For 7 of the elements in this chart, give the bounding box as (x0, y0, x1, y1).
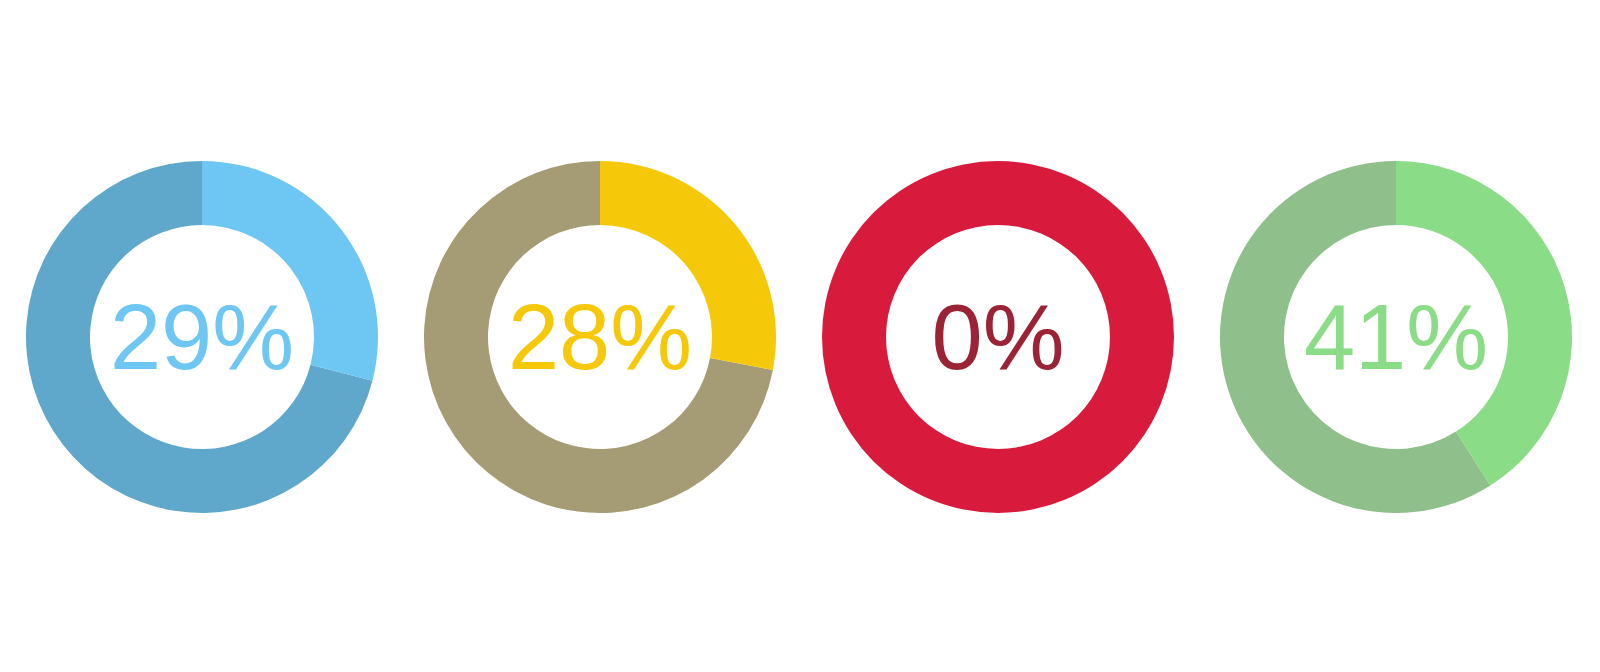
donut-slice (26, 161, 373, 513)
donut-slice (1220, 161, 1491, 513)
text: 41% (1303, 286, 1489, 389)
text: 0% (931, 286, 1065, 389)
text: 29% (109, 286, 295, 389)
donut-slice (424, 161, 773, 513)
text: 28% (507, 286, 693, 389)
